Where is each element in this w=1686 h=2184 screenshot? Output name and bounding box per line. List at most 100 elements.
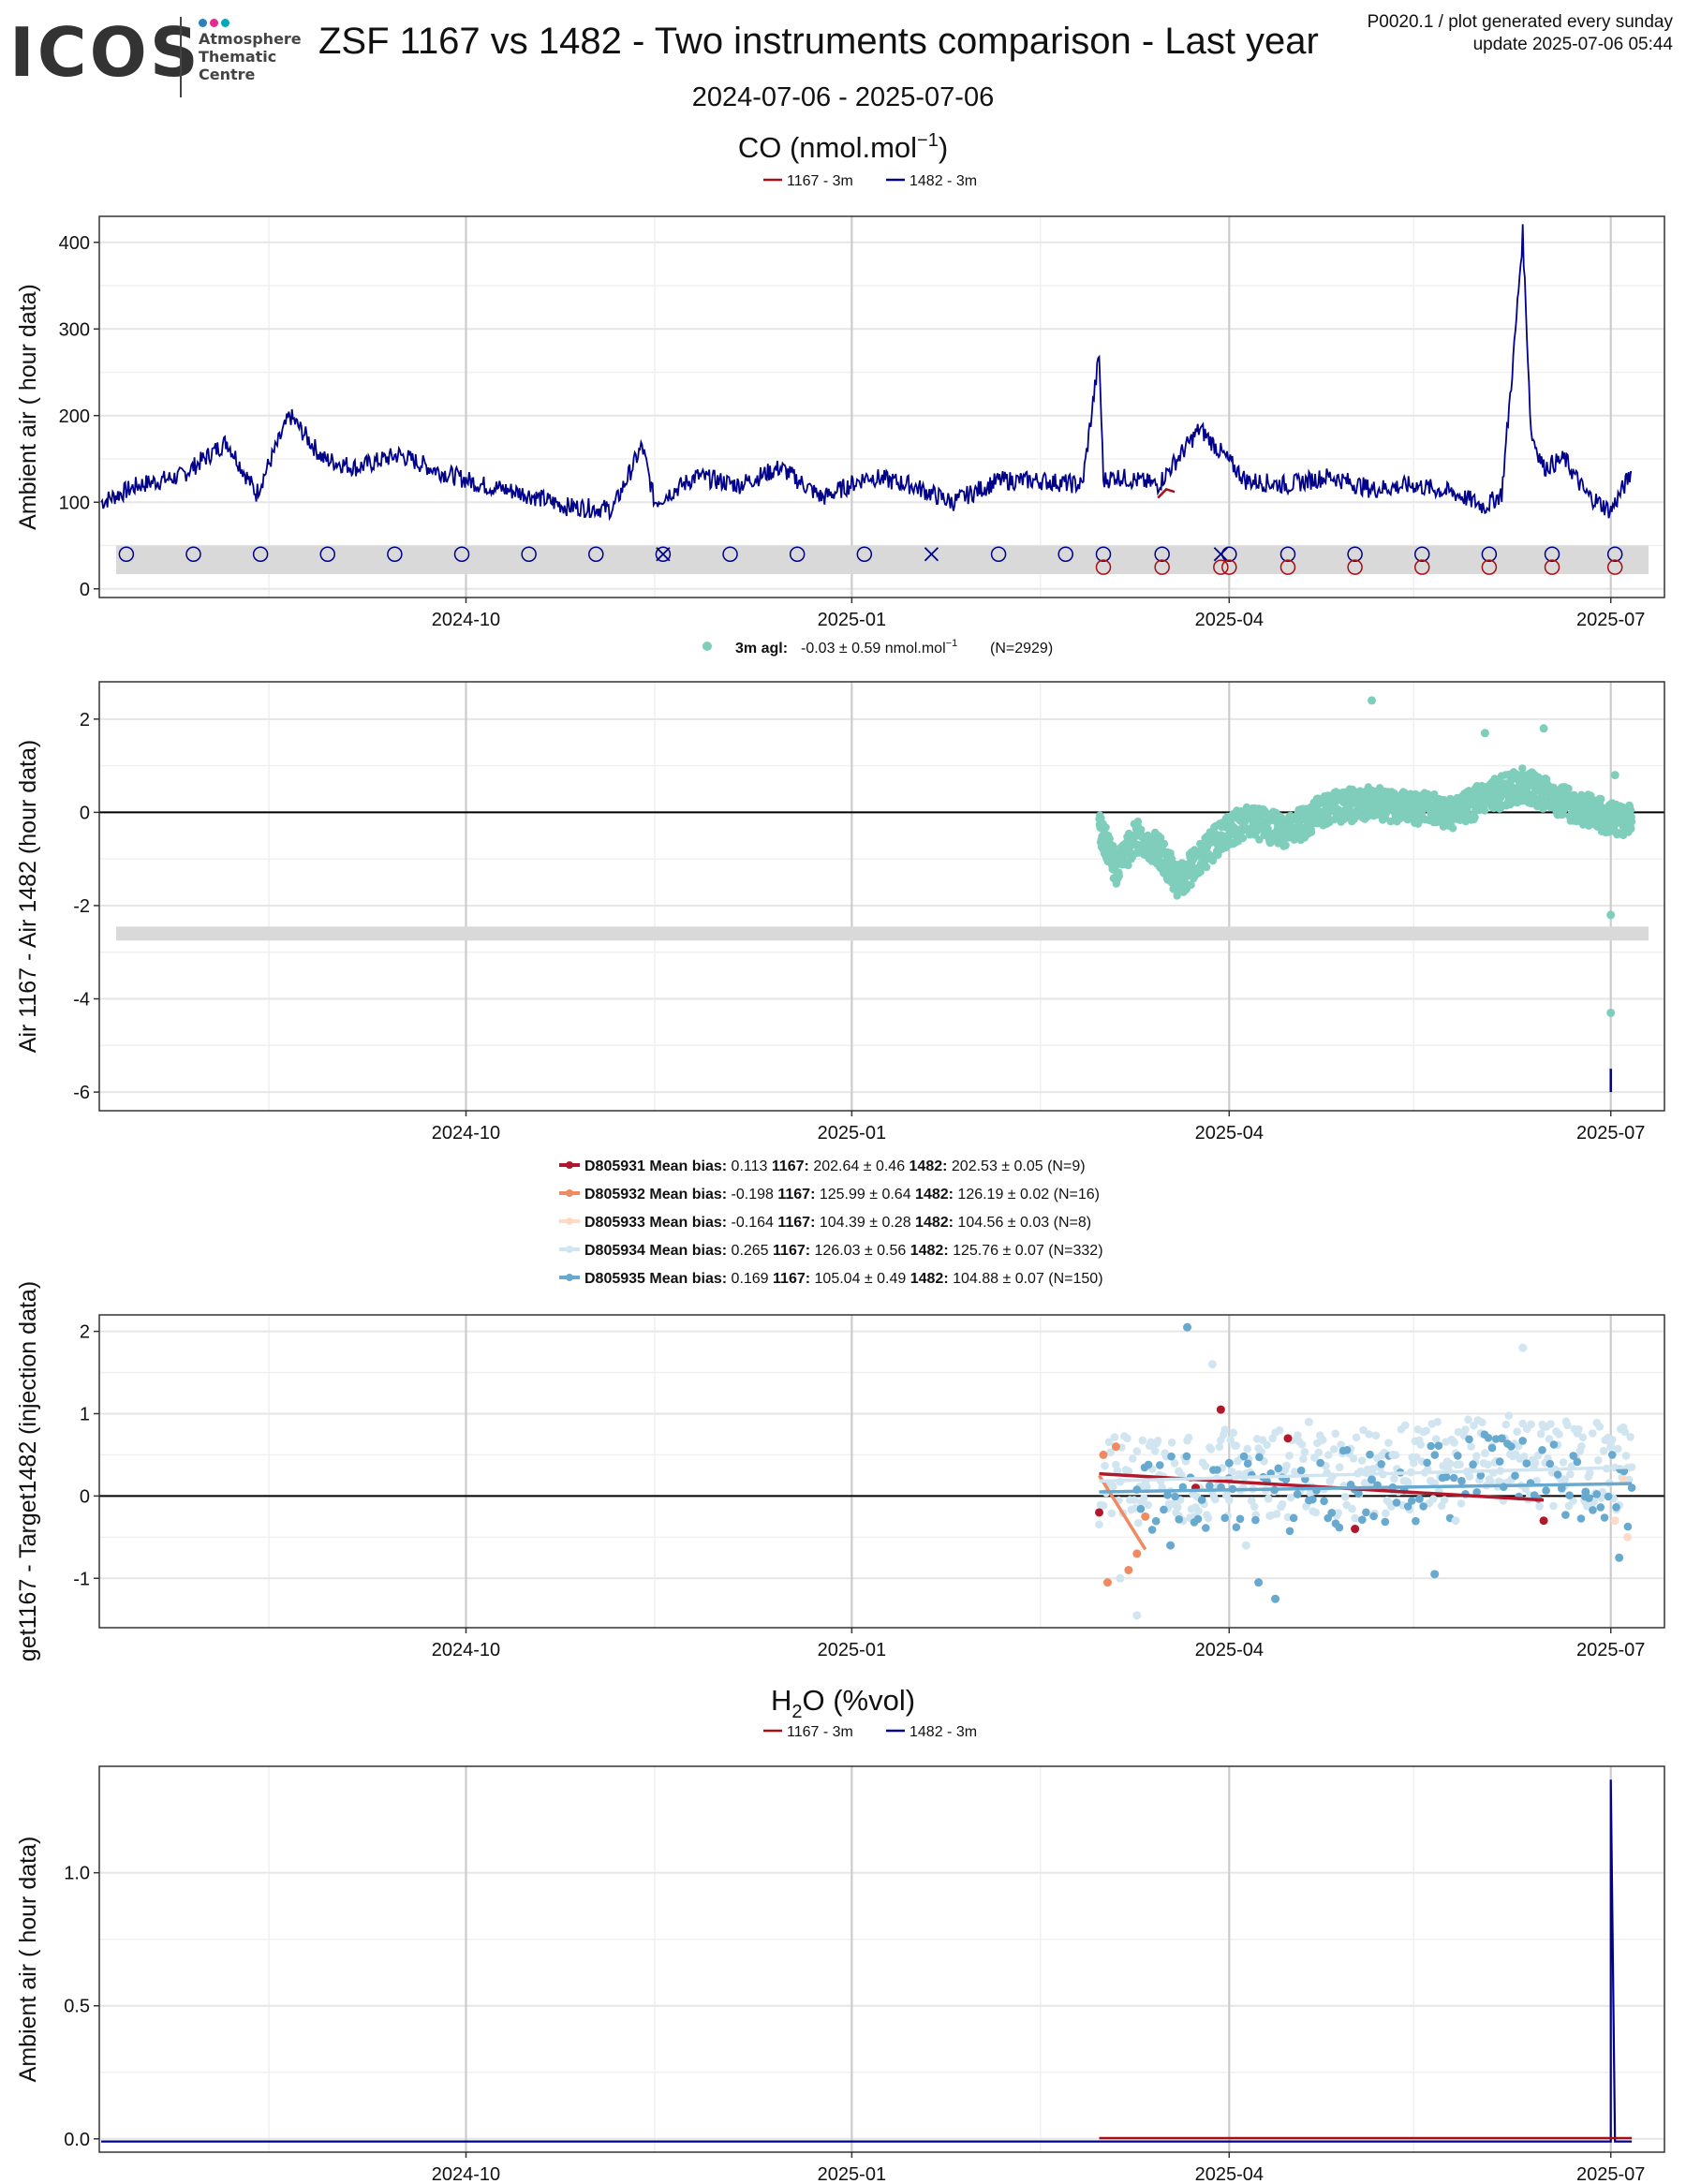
target-legend-part: 0.265 [727, 1243, 773, 1259]
diff-point [1124, 861, 1132, 870]
target-point-D805935 [1497, 1434, 1506, 1443]
target-point-D805934 [1132, 1611, 1142, 1620]
target-point-D805934 [1340, 1493, 1350, 1501]
target-point-D805934 [1513, 1427, 1521, 1436]
diff-legend-stats-sup: −1 [946, 638, 958, 649]
target-point-D805935 [1484, 1434, 1493, 1442]
target-legend-part: 125.99 ± 0.64 [815, 1187, 915, 1203]
target-point-D805934 [1371, 1431, 1381, 1440]
target-point-D805934 [1433, 1417, 1442, 1426]
target-point-D805934 [1451, 1516, 1460, 1526]
target-point-D805934 [1501, 1420, 1511, 1429]
target-y-tick-label: 2 [80, 1322, 90, 1343]
target-point-D805934 [1478, 1418, 1486, 1427]
target-point-D805935 [1335, 1523, 1344, 1532]
target-point-D805935 [1175, 1515, 1183, 1524]
diff-point [1597, 794, 1605, 804]
co-legend-label-1482: 1482 - 3m [910, 173, 977, 189]
target-legend-part: D805934 [584, 1243, 645, 1259]
target-point-D805934 [1306, 1489, 1315, 1498]
co-marker-1482-cross [656, 547, 671, 562]
target-point-D805935 [1243, 1459, 1252, 1468]
target-point-D805933 [1619, 1475, 1628, 1484]
target-point-D805935 [1156, 1461, 1164, 1469]
co-marker-1482-circle [856, 546, 873, 562]
target-point-D805934 [1275, 1425, 1284, 1435]
co-marker-1482-circle [1279, 546, 1296, 562]
co-x-tick-label: 2025-04 [1195, 610, 1264, 630]
target-point-D805935 [1309, 1495, 1317, 1504]
target-point-D805934 [1388, 1450, 1398, 1459]
diff-legend-stats: -0.03 ± 0.59 nmol.mol−1 [801, 638, 957, 657]
target-legend-part: 1167: [777, 1215, 815, 1231]
target-point-D805934 [1229, 1428, 1238, 1438]
target-point-D805935 [1316, 1458, 1324, 1468]
target-point-D805935 [1377, 1460, 1385, 1468]
co-marker-1482-circle [453, 546, 470, 562]
logo-dot-blue [199, 19, 207, 27]
target-point-D805935 [1369, 1512, 1378, 1521]
target-point-D805934 [1299, 1454, 1308, 1463]
target-point-D805935 [1327, 1509, 1337, 1517]
target-point-D805935 [1495, 1457, 1504, 1466]
co-marker-1482-circle [588, 546, 604, 562]
target-legend-entry-D805932: D805932 Mean bias: -0.198 1167: 125.99 ±… [584, 1187, 1100, 1203]
target-legend-part: 0.169 [727, 1271, 773, 1287]
target-legend-dot-D805935 [566, 1274, 573, 1281]
target-point-D805934 [1206, 1445, 1216, 1454]
target-point-D805934 [1129, 1454, 1137, 1463]
target-point-D805932 [1099, 1450, 1108, 1459]
diff-legend: 3m agl: -0.03 ± 0.59 nmol.mol−1 (N=2929) [702, 638, 1053, 657]
date-range: 2024-07-06 - 2025-07-06 [691, 82, 995, 112]
target-point-D805934 [1228, 1468, 1236, 1476]
target-point-D805934 [1559, 1458, 1568, 1467]
target-point-D805934 [1173, 1503, 1182, 1512]
target-point-D805934 [1555, 1430, 1563, 1439]
target-point-D805935 [1596, 1503, 1605, 1512]
target-point-D805932 [1141, 1512, 1150, 1521]
target-legend-part: 104.88 ± 0.07 (N=150) [949, 1271, 1103, 1287]
co-marker-1167-circle [1606, 559, 1623, 575]
diff-point [1627, 824, 1635, 834]
h2o-legend-label-1167: 1167 - 3m [787, 1724, 853, 1740]
co-legend: 1167 - 3m 1482 - 3m [763, 173, 977, 189]
target-point-D805935 [1205, 1482, 1214, 1490]
target-point-D805935 [1403, 1502, 1412, 1511]
target-point-D805934 [1578, 1433, 1588, 1442]
target-fit-D805935 [1099, 1482, 1633, 1494]
target-point-D805934 [1109, 1482, 1117, 1491]
target-point-D805934 [1422, 1426, 1430, 1435]
target-point-D805934 [1324, 1451, 1333, 1459]
target-point-D805935 [1419, 1502, 1427, 1511]
h2o-title-end: O (%vol) [802, 1684, 915, 1717]
target-legend-part: 202.53 ± 0.05 (N=9) [947, 1158, 1085, 1174]
target-point-D805934 [1627, 1463, 1636, 1471]
target-point-D805934 [1134, 1518, 1143, 1527]
target-point-D805934 [1272, 1510, 1281, 1518]
target-point-D805934 [1124, 1467, 1133, 1476]
co-x-tick-label: 2025-01 [818, 610, 886, 630]
target-y-axis-label: get1167 - Target1482 (injection data) [15, 1281, 41, 1661]
target-panel: 2 1 0 -1 2024-10 2025-01 2025-04 2025-07 get1167… [15, 1281, 1665, 1661]
target-point-D805935 [1522, 1459, 1531, 1468]
h2o-title-main: H [771, 1684, 791, 1717]
diff-point [1137, 825, 1146, 834]
target-legend-part: 105.04 ± 0.49 [810, 1271, 910, 1287]
logo-dot-teal [221, 19, 229, 27]
target-point-D805935 [1232, 1523, 1241, 1531]
target-legend-entry-D805935: D805935 Mean bias: 0.169 1167: 105.04 ± … [584, 1271, 1103, 1287]
target-legend-part: 0.113 [727, 1158, 772, 1174]
h2o-title-sub: 2 [791, 1702, 802, 1722]
target-point-D805934 [1278, 1499, 1287, 1509]
target-point-D805934 [1589, 1429, 1597, 1438]
diff-point [1386, 817, 1395, 826]
h2o-plot-border [98, 1765, 1665, 2153]
target-point-D805934 [1357, 1456, 1367, 1465]
co-marker-1482-circle [1154, 546, 1170, 562]
target-legend-part: 126.03 ± 0.56 [810, 1243, 910, 1259]
co-marker-1482-circle [655, 546, 672, 562]
target-point-D805934 [1215, 1442, 1224, 1452]
target-point-D805935 [1581, 1487, 1590, 1497]
target-legend-part: Mean bias: [649, 1243, 727, 1259]
target-point-D805934 [1150, 1446, 1160, 1455]
